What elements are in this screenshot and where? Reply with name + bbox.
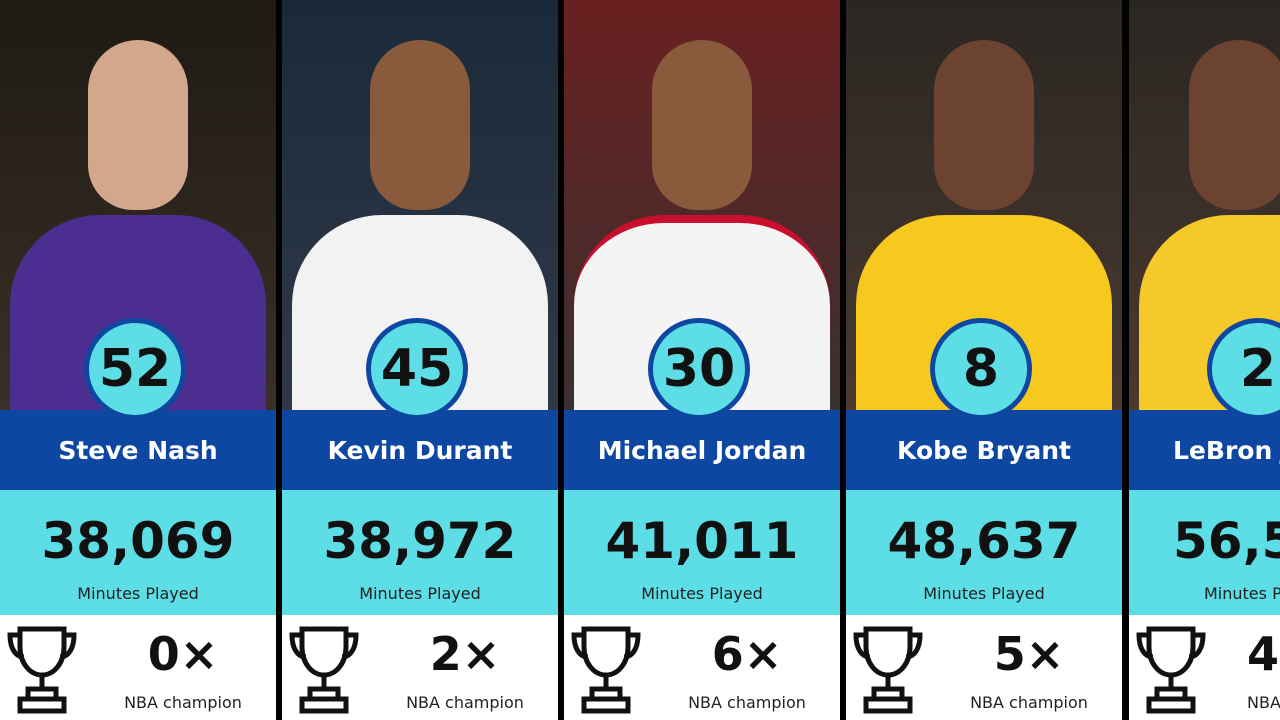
rank-badge: 52 xyxy=(84,318,186,420)
player-card: LeBron J 56,5 Minutes P 4 NBA 2 xyxy=(1129,0,1280,720)
player-name: Steve Nash xyxy=(0,410,276,490)
minutes-value: 38,972 xyxy=(323,512,517,570)
titles-value: 6× xyxy=(711,627,783,681)
minutes-label: Minutes Played xyxy=(641,584,763,603)
titles-label: NBA champion xyxy=(688,693,806,712)
trophy-icon xyxy=(7,626,77,714)
titles-label: NBA champion xyxy=(970,693,1088,712)
minutes-panel: 56,5 Minutes P xyxy=(1129,490,1280,615)
player-card: Kevin Durant 38,972 Minutes Played 2× NBA ch… xyxy=(282,0,558,720)
minutes-label: Minutes Played xyxy=(923,584,1045,603)
player-name: Kobe Bryant xyxy=(846,410,1122,490)
player-name: Michael Jordan xyxy=(564,410,840,490)
rank-badge: 2 xyxy=(1207,318,1280,420)
titles-value: 0× xyxy=(147,627,219,681)
minutes-panel: 38,069 Minutes Played xyxy=(0,490,276,615)
trophy-icon xyxy=(853,626,923,714)
head xyxy=(934,40,1034,210)
minutes-panel: 41,011 Minutes Played xyxy=(564,490,840,615)
player-card: Steve Nash 38,069 Minutes Played 0× NBA cham… xyxy=(0,0,276,720)
rank-badge: 30 xyxy=(648,318,750,420)
minutes-value: 56,5 xyxy=(1173,512,1280,570)
rank-badge: 8 xyxy=(930,318,1032,420)
champion-panel: 4 NBA xyxy=(1129,615,1280,720)
head xyxy=(88,40,188,210)
player-name: Kevin Durant xyxy=(282,410,558,490)
titles-label: NBA champion xyxy=(124,693,242,712)
minutes-value: 41,011 xyxy=(605,512,799,570)
trophy-icon xyxy=(1136,626,1206,714)
minutes-value: 48,637 xyxy=(887,512,1081,570)
trophy-icon xyxy=(289,626,359,714)
titles-value: 4 xyxy=(1247,627,1280,681)
titles-label: NBA xyxy=(1247,693,1280,712)
head xyxy=(370,40,470,210)
champion-panel: 5× NBA champion xyxy=(846,615,1122,720)
minutes-value: 38,069 xyxy=(41,512,235,570)
head xyxy=(1189,40,1280,210)
minutes-label: Minutes P xyxy=(1204,584,1280,603)
head xyxy=(652,40,752,210)
minutes-label: Minutes Played xyxy=(77,584,199,603)
player-name: LeBron J xyxy=(1129,410,1280,490)
player-photo xyxy=(564,0,840,410)
player-card: Michael Jordan 41,011 Minutes Played 6× NBA … xyxy=(564,0,840,720)
titles-value: 5× xyxy=(993,627,1065,681)
champion-panel: 0× NBA champion xyxy=(0,615,276,720)
titles-label: NBA champion xyxy=(406,693,524,712)
minutes-panel: 38,972 Minutes Played xyxy=(282,490,558,615)
trophy-icon xyxy=(571,626,641,714)
champion-panel: 6× NBA champion xyxy=(564,615,840,720)
titles-value: 2× xyxy=(429,627,501,681)
minutes-label: Minutes Played xyxy=(359,584,481,603)
player-card: Kobe Bryant 48,637 Minutes Played 5× NBA cha… xyxy=(846,0,1122,720)
champion-panel: 2× NBA champion xyxy=(282,615,558,720)
rank-badge: 45 xyxy=(366,318,468,420)
minutes-panel: 48,637 Minutes Played xyxy=(846,490,1122,615)
